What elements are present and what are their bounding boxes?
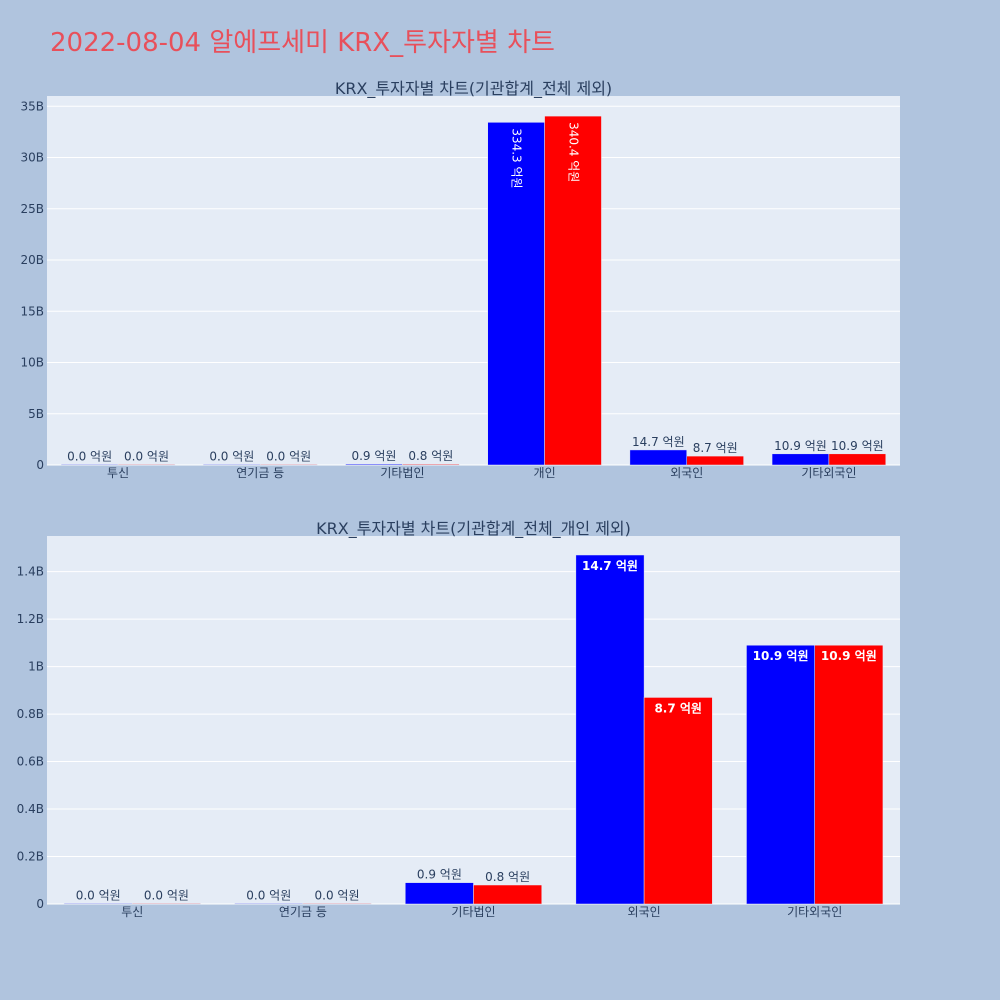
page-title: 2022-08-04 알에프세미 KRX_투자자별 차트 bbox=[50, 28, 555, 58]
bar bbox=[132, 903, 201, 905]
bar bbox=[234, 903, 304, 905]
x-tick-label: 기타외국인 bbox=[801, 466, 856, 480]
bar bbox=[117, 464, 176, 466]
bar-value-label: 0.8 억원 bbox=[485, 870, 530, 884]
x-tick-label: 연기금 등 bbox=[236, 466, 284, 480]
bar bbox=[63, 903, 133, 905]
bar-value-label: 8.7 억원 bbox=[654, 701, 702, 715]
bar bbox=[643, 697, 713, 905]
plot-background-1 bbox=[47, 96, 900, 465]
bar-value-label: 0.0 억원 bbox=[246, 888, 291, 902]
subplot-title: KRX_투자자별 차트(기관합계_전체 제외) bbox=[335, 79, 612, 99]
bar bbox=[746, 644, 815, 905]
y-tick-label: 0.2B bbox=[17, 850, 44, 864]
y-tick-label: 0 bbox=[36, 897, 44, 911]
x-tick-label: 투신 bbox=[121, 905, 143, 919]
bar-value-label: 10.9 억원 bbox=[753, 649, 809, 663]
bar-value-label: 0.0 억원 bbox=[67, 449, 112, 463]
x-tick-label: 기타법인 bbox=[380, 466, 424, 480]
bar bbox=[686, 455, 744, 466]
y-tick-label: 25B bbox=[20, 202, 44, 216]
bar-value-label: 14.7 억원 bbox=[582, 559, 638, 573]
x-tick-label: 기타법인 bbox=[451, 905, 495, 919]
bar bbox=[402, 463, 460, 466]
bar bbox=[405, 882, 474, 905]
y-tick-label: 1.2B bbox=[17, 612, 44, 626]
y-tick-label: 0 bbox=[36, 458, 44, 472]
bar bbox=[771, 453, 830, 466]
x-tick-label: 외국인 bbox=[628, 905, 661, 919]
bar-value-label: 0.0 억원 bbox=[266, 449, 311, 463]
y-tick-label: 35B bbox=[20, 99, 44, 113]
x-tick-label: 연기금 등 bbox=[279, 905, 327, 919]
bar bbox=[302, 903, 372, 905]
x-tick-label: 투신 bbox=[107, 466, 129, 480]
bar-value-label: 334.3 억원 bbox=[510, 128, 524, 188]
bar-value-label: 10.9 억원 bbox=[831, 439, 884, 453]
bar bbox=[828, 453, 887, 466]
bar bbox=[487, 122, 545, 466]
bar-value-label: 340.4 억원 bbox=[567, 122, 581, 182]
bar-value-label: 0.0 억원 bbox=[76, 888, 121, 902]
bar-value-label: 0.9 억원 bbox=[417, 868, 462, 882]
y-tick-label: 1B bbox=[28, 660, 44, 674]
bar-value-label: 0.8 억원 bbox=[408, 449, 453, 463]
bar bbox=[203, 464, 261, 466]
bar bbox=[544, 115, 602, 466]
y-tick-label: 20B bbox=[20, 253, 44, 267]
bar bbox=[60, 464, 119, 466]
bar-value-label: 0.0 억원 bbox=[124, 449, 169, 463]
y-tick-label: 0.8B bbox=[17, 707, 44, 721]
y-tick-label: 0.6B bbox=[17, 755, 44, 769]
bar bbox=[473, 884, 542, 905]
x-tick-label: 기타외국인 bbox=[787, 905, 842, 919]
subplot-title: KRX_투자자별 차트(기관합계_전체_개인 제외) bbox=[316, 519, 631, 539]
bar-value-label: 10.9 억원 bbox=[821, 649, 877, 663]
bar bbox=[575, 554, 645, 905]
bar-value-label: 10.9 억원 bbox=[774, 439, 827, 453]
bar bbox=[814, 644, 884, 905]
bar bbox=[260, 464, 318, 466]
y-tick-label: 5B bbox=[28, 407, 44, 421]
bar-value-label: 0.0 억원 bbox=[315, 888, 360, 902]
x-tick-label: 개인 bbox=[534, 466, 556, 480]
x-tick-label: 외국인 bbox=[670, 466, 703, 480]
y-tick-label: 10B bbox=[20, 356, 44, 370]
bar-value-label: 0.9 억원 bbox=[351, 449, 396, 463]
y-tick-label: 15B bbox=[20, 304, 44, 318]
bar-value-label: 0.0 억원 bbox=[144, 888, 189, 902]
bar-value-label: 0.0 억원 bbox=[209, 449, 254, 463]
bar-value-label: 14.7 억원 bbox=[632, 435, 685, 449]
y-tick-label: 0.4B bbox=[17, 802, 44, 816]
bar bbox=[345, 463, 403, 466]
y-tick-label: 1.4B bbox=[17, 565, 44, 579]
y-tick-label: 30B bbox=[20, 151, 44, 165]
bar bbox=[629, 449, 688, 466]
bar-value-label: 8.7 억원 bbox=[693, 441, 738, 455]
